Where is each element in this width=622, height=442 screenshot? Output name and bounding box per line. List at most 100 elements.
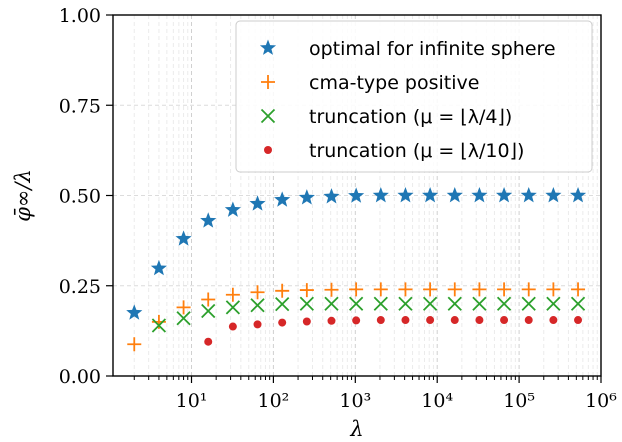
- x-axis-label: λ: [349, 417, 363, 441]
- legend-label: truncation (μ = ⌊λ/10⌋): [309, 140, 524, 162]
- plot-area: [126, 187, 587, 352]
- data-point: [422, 187, 439, 203]
- data-point: [397, 187, 414, 203]
- data-point: [250, 298, 265, 313]
- data-point: [447, 282, 462, 297]
- data-point: [349, 282, 364, 297]
- data-point: [225, 287, 240, 302]
- legend-entry: truncation (μ = ⌊λ/10⌋): [264, 140, 524, 162]
- data-point: [545, 187, 562, 203]
- data-point: [574, 316, 583, 325]
- data-point: [524, 316, 533, 325]
- legend-marker: [259, 39, 277, 55]
- data-point: [348, 187, 365, 203]
- data-point: [521, 296, 536, 311]
- data-point: [398, 282, 413, 297]
- data-point: [151, 318, 167, 333]
- data-point: [446, 187, 463, 203]
- data-point: [422, 296, 438, 311]
- x-tick-label: 10³: [339, 390, 371, 412]
- data-point: [150, 259, 167, 276]
- data-point: [253, 320, 262, 329]
- x-tick-label: 10¹: [176, 390, 208, 412]
- data-point: [299, 296, 314, 311]
- data-point: [175, 230, 192, 246]
- y-tick-label: 0.00: [59, 366, 101, 388]
- legend: optimal for infinite sphere cma-type posi…: [235, 20, 593, 173]
- data-point: [423, 282, 438, 297]
- data-point: [376, 316, 385, 325]
- data-point: [275, 297, 290, 312]
- data-point: [225, 300, 241, 315]
- data-point: [372, 187, 389, 203]
- y-tick-label: 0.25: [59, 276, 101, 298]
- data-point: [571, 282, 586, 297]
- data-point: [398, 296, 413, 311]
- y-axis-label: φ̄∞/λ: [11, 169, 35, 222]
- data-point: [373, 282, 388, 297]
- data-point: [450, 316, 459, 325]
- data-point: [250, 285, 265, 300]
- data-point: [204, 337, 213, 346]
- data-point: [176, 300, 191, 315]
- data-point: [274, 191, 291, 207]
- y-tick-label: 0.75: [59, 95, 101, 117]
- data-point: [299, 283, 314, 298]
- legend-label: truncation (μ = ⌊λ/4⌋): [309, 106, 512, 128]
- data-point: [546, 282, 561, 297]
- data-point: [401, 316, 410, 325]
- data-point: [349, 296, 364, 311]
- data-point: [201, 292, 216, 307]
- data-point: [497, 282, 512, 297]
- x-tick-label: 10²: [258, 390, 290, 412]
- data-point: [546, 296, 561, 311]
- data-point: [302, 317, 311, 326]
- legend-entry: cma-type positive: [261, 72, 479, 94]
- y-tick-label: 0.50: [59, 186, 101, 208]
- series-1: [126, 187, 587, 320]
- data-point: [278, 318, 287, 327]
- data-point: [327, 316, 336, 325]
- data-point: [549, 316, 558, 325]
- x-tick-label: 10⁶: [585, 390, 617, 412]
- legend-marker: [264, 146, 272, 154]
- data-point: [176, 311, 191, 326]
- x-tick-label: 10⁵: [503, 390, 535, 412]
- y-tick-label: 1.00: [59, 5, 101, 27]
- data-point: [520, 187, 537, 203]
- data-point: [569, 187, 587, 203]
- legend-label: optimal for infinite sphere: [309, 38, 556, 60]
- data-point: [323, 188, 340, 204]
- legend-marker: [261, 75, 275, 89]
- series-3: [151, 296, 586, 333]
- legend-entry: optimal for infinite sphere: [259, 38, 556, 60]
- data-point: [224, 201, 241, 217]
- data-point: [201, 303, 216, 319]
- data-point: [298, 189, 315, 205]
- data-point: [373, 296, 388, 311]
- data-point: [447, 296, 462, 311]
- data-point: [472, 282, 487, 297]
- data-point: [352, 316, 361, 325]
- series-4: [204, 316, 583, 346]
- data-point: [472, 296, 487, 311]
- data-point: [324, 282, 339, 297]
- x-tick-label: 10⁴: [421, 390, 453, 412]
- data-point: [249, 195, 266, 211]
- legend-marker: [260, 108, 276, 124]
- ticks: 10¹ 10² 10³ 10⁴ 10⁵ 10⁶ 0.00 0.25 0.50 0.75 1.00: [59, 5, 618, 412]
- data-point: [570, 296, 586, 311]
- data-point: [500, 316, 509, 325]
- data-point: [127, 337, 142, 352]
- data-point: [521, 282, 536, 297]
- data-point: [496, 296, 512, 311]
- data-point: [126, 304, 143, 320]
- data-point: [475, 316, 484, 325]
- data-point: [275, 283, 290, 298]
- legend-label: cma-type positive: [309, 72, 479, 94]
- data-point: [495, 187, 513, 203]
- legend-entry: truncation (μ = ⌊λ/4⌋): [260, 106, 512, 128]
- data-point: [151, 314, 166, 329]
- data-point: [228, 322, 237, 331]
